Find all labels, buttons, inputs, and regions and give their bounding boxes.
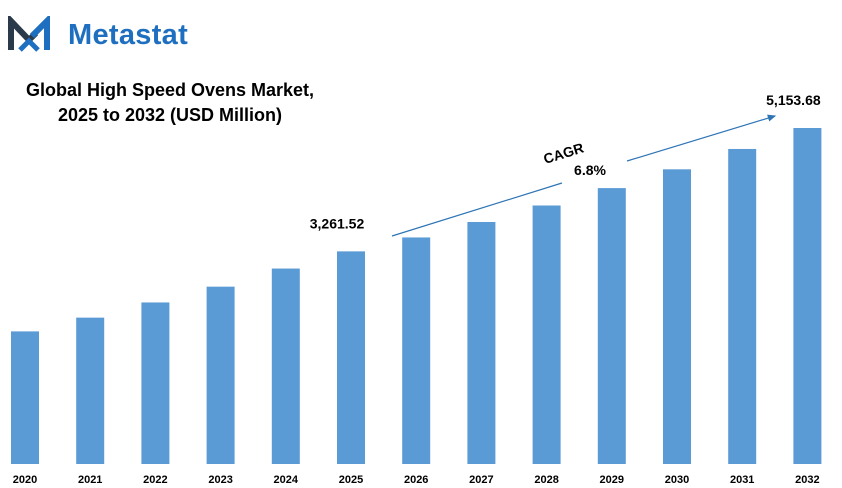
bar-2024 <box>271 268 300 464</box>
bar-2027 <box>467 221 496 464</box>
x-tick-2030: 2030 <box>665 474 689 486</box>
x-tick-2022: 2022 <box>143 474 167 486</box>
x-tick-2023: 2023 <box>208 474 232 486</box>
bar-2022 <box>141 302 170 464</box>
x-tick-2025: 2025 <box>339 474 363 486</box>
x-tick-2031: 2031 <box>730 474 754 486</box>
bar-2020 <box>11 331 39 464</box>
cagr-arrow-line-1 <box>391 182 563 237</box>
bar-2030 <box>663 169 691 465</box>
x-tick-2029: 2029 <box>600 474 624 486</box>
x-tick-2021: 2021 <box>78 474 102 486</box>
data-labels: 3,261.52 5,153.68 <box>310 92 821 231</box>
brand-logo: Metastat <box>8 14 188 56</box>
bar-2032 <box>793 128 822 464</box>
cagr-arrow-line-2 <box>626 114 777 162</box>
chart-title-line-2: 2025 to 2032 (USD Million) <box>57 105 283 125</box>
x-tick-2020: 2020 <box>13 474 37 486</box>
bar-2031 <box>728 148 757 464</box>
chart-title: Global High Speed Ovens Market, 2025 to … <box>0 78 340 128</box>
metastat-m-logo-icon <box>8 16 50 52</box>
chart-title-line-1: Global High Speed Ovens Market, <box>25 80 315 100</box>
cagr-value: 6.8% <box>574 162 606 178</box>
x-tick-2026: 2026 <box>404 474 428 486</box>
bar-2026 <box>402 237 431 464</box>
x-tick-2027: 2027 <box>469 474 493 486</box>
bar-2023 <box>206 286 235 464</box>
x-tick-2028: 2028 <box>534 474 558 486</box>
bar-2025 <box>337 251 365 464</box>
x-tick-2032: 2032 <box>795 474 819 486</box>
brand-name: Metastat <box>68 18 189 51</box>
bar-2029 <box>597 188 626 464</box>
x-axis-ticks: 2020 2021 2022 2023 2024 2025 2026 2027 2028 2029… <box>13 474 820 486</box>
bar-2028 <box>532 205 561 464</box>
bar-2021 <box>76 317 105 464</box>
bars-group <box>11 128 822 465</box>
data-label-2025: 3,261.52 <box>310 215 365 231</box>
x-tick-2024: 2024 <box>274 474 299 486</box>
data-label-2032: 5,153.68 <box>766 92 821 108</box>
